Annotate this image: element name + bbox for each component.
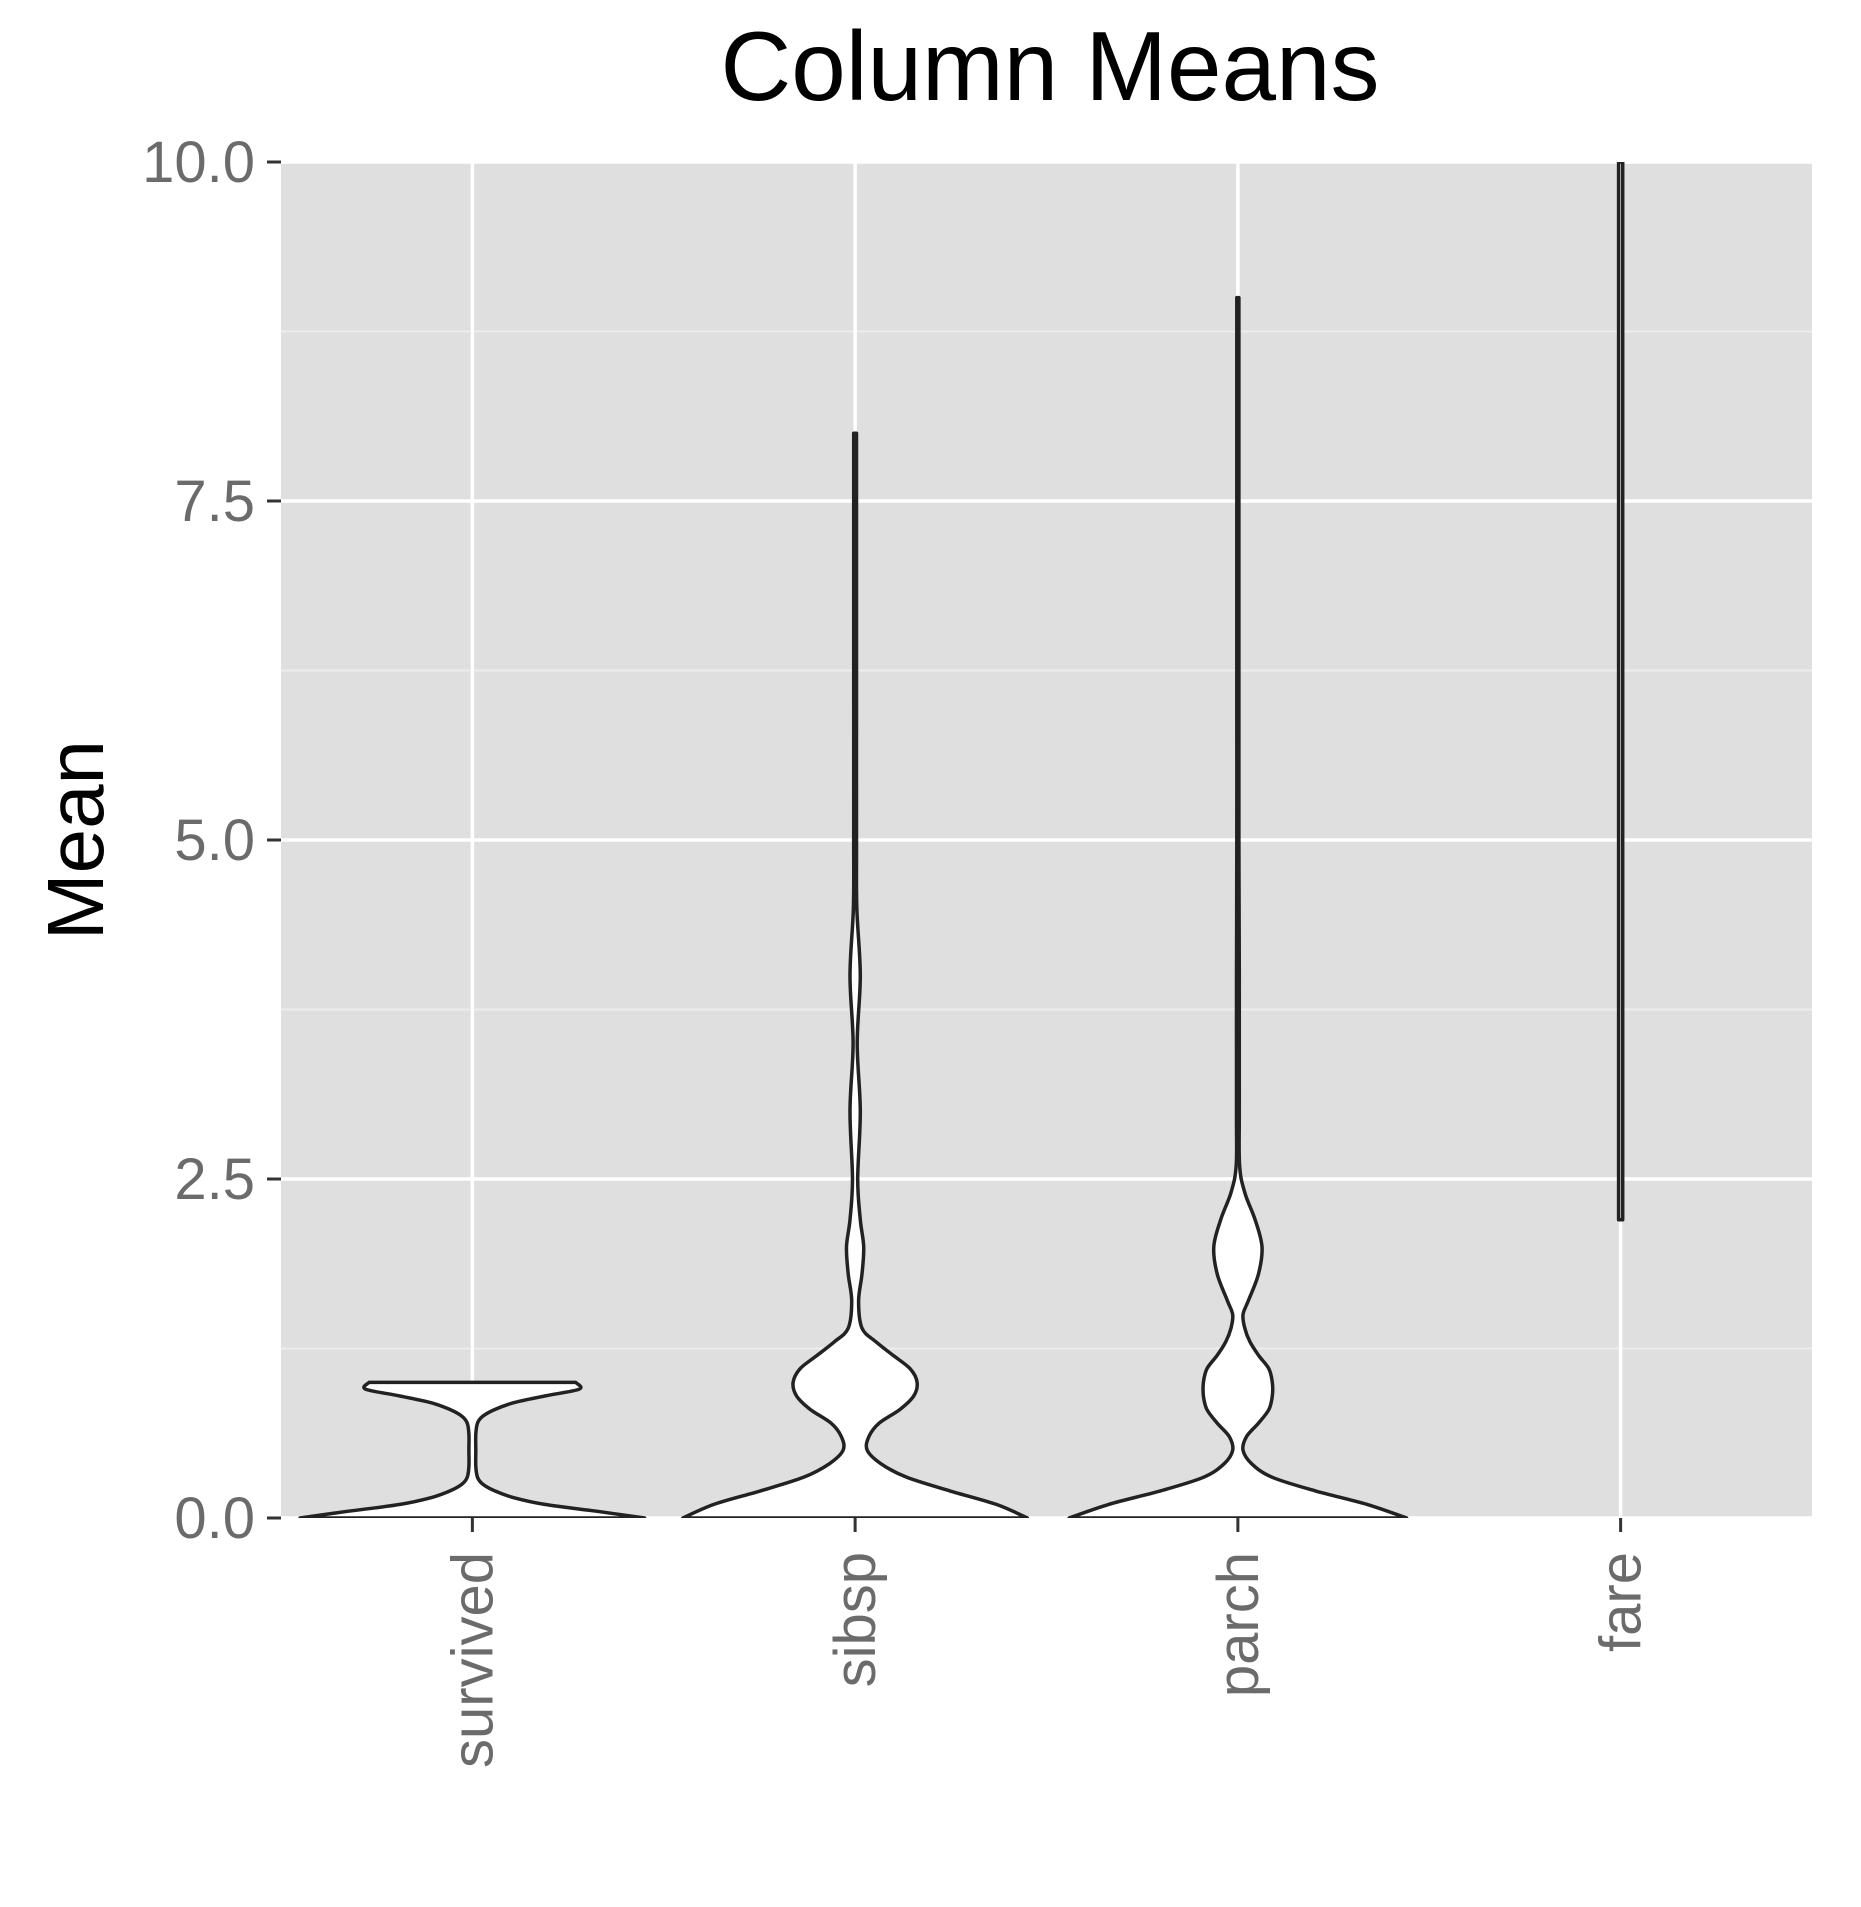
y-tick-label: 2.5: [174, 1147, 255, 1212]
y-tick-label: 7.5: [174, 469, 255, 534]
violin-parch: [1067, 295, 1409, 1518]
y-tick-label: 5.0: [174, 808, 255, 873]
x-tick-label-fare: fare: [1589, 1552, 1654, 1652]
violin-fare: [1616, 162, 1625, 1222]
y-axis: 0.0 2.5 5.0 7.5 10.0: [142, 130, 281, 1551]
x-tick-label-survived: survived: [440, 1552, 505, 1768]
chart-title: Column Means: [720, 11, 1379, 121]
y-tick-label: 0.0: [174, 1486, 255, 1551]
y-axis-label: Mean: [31, 740, 120, 940]
x-tick-label-sibsp: sibsp: [823, 1552, 888, 1687]
violins: [298, 162, 1625, 1518]
x-tick-label-parch: parch: [1206, 1552, 1271, 1697]
violin-sibsp: [681, 431, 1030, 1518]
y-tick-label: 10.0: [142, 130, 255, 195]
violin-survived: [298, 1380, 647, 1518]
x-axis: survived sibsp parch fare: [440, 1518, 1654, 1768]
